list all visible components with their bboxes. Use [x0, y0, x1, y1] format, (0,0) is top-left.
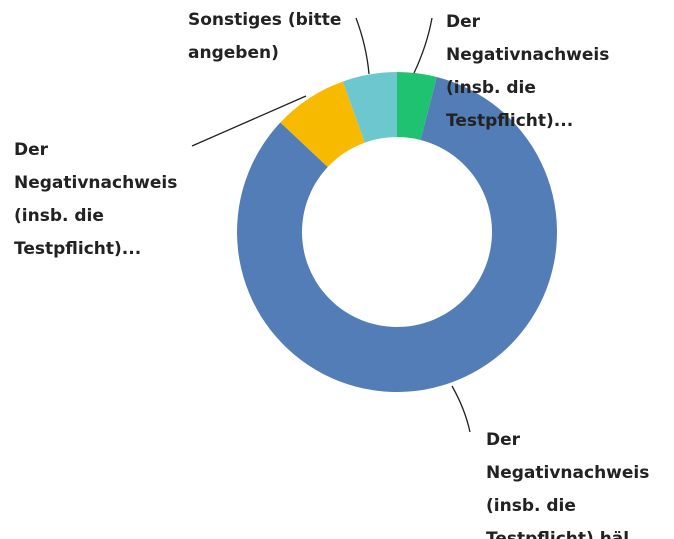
donut-slice	[237, 77, 558, 392]
slice-label: Der	[486, 430, 521, 450]
slice-label: (insb. die	[14, 206, 104, 226]
leader-line	[355, 17, 370, 75]
leader-line	[413, 17, 433, 74]
slice-label: Negativnachweis	[486, 463, 649, 483]
slice-label: Testpflicht)...	[14, 239, 141, 259]
donut-slice	[342, 72, 397, 143]
leader-line	[451, 385, 471, 433]
slice-label: Negativnachweis	[14, 173, 177, 193]
slice-label: Negativnachweis	[446, 45, 609, 65]
slice-label: Testpflicht)...	[446, 111, 573, 131]
slice-label: Testpflicht) häl	[486, 529, 629, 539]
slice-label: Sonstiges (bitte	[188, 10, 341, 30]
donut-slice	[397, 72, 437, 140]
slice-label: (insb. die	[446, 78, 536, 98]
slice-label: angeben)	[188, 43, 279, 63]
leader-line	[191, 95, 307, 147]
slice-label: Der	[446, 12, 481, 32]
slice-label: Der	[14, 140, 49, 160]
donut-slice	[280, 81, 365, 167]
slice-label: (insb. die	[486, 496, 576, 516]
